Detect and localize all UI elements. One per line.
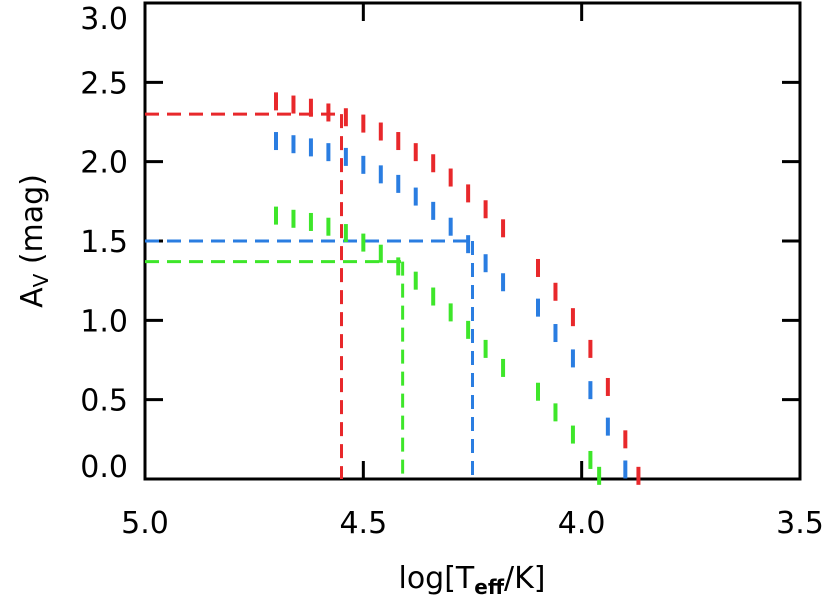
x-label-main: log[T bbox=[398, 561, 474, 596]
x-label-rest: /K] bbox=[504, 561, 545, 596]
y-tick-label: 2.5 bbox=[80, 66, 128, 101]
y-label-sub: V bbox=[29, 273, 53, 287]
y-axis-label: AV (mag) bbox=[15, 174, 53, 308]
y-label-rest: (mag) bbox=[15, 174, 50, 274]
x-tick-label: 3.5 bbox=[776, 506, 824, 541]
y-label-main: A bbox=[15, 287, 50, 308]
y-tick-label: 0.5 bbox=[80, 384, 128, 419]
x-tick-label: 4.0 bbox=[558, 506, 606, 541]
y-tick-label: 2.0 bbox=[80, 146, 128, 181]
y-tick-label: 1.5 bbox=[80, 225, 128, 260]
x-label-sub: eff bbox=[474, 575, 505, 598]
y-tick-label: 3.0 bbox=[80, 2, 128, 37]
x-tick-label: 4.5 bbox=[339, 506, 387, 541]
x-tick-label: 5.0 bbox=[121, 506, 169, 541]
y-tick-label: 0.0 bbox=[80, 450, 128, 485]
y-tick-label: 1.0 bbox=[80, 304, 128, 339]
x-axis-label: log[Teff/K] bbox=[398, 561, 545, 598]
